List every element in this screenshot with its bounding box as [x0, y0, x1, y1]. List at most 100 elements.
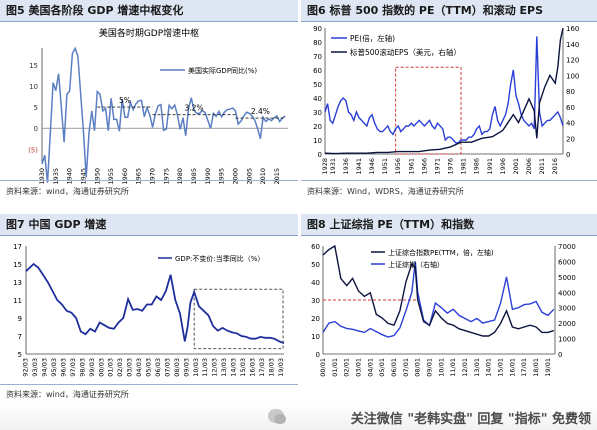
y-tick-label-right: 5000: [558, 274, 576, 282]
x-tick-label: 98/03: [78, 358, 86, 377]
wechat-icon: [268, 409, 286, 424]
legend-label-eps: 标普500滚动EPS（美元，右轴）: [350, 47, 461, 57]
y-tick-label-left: 10: [311, 333, 320, 341]
x-tick-label: 1955: [107, 168, 115, 185]
x-tick-label: 18/03: [267, 358, 275, 377]
x-tick-label: 08/03: [173, 358, 181, 377]
x-tick-label: 15/01: [497, 358, 505, 377]
y-tick-label-left: 0: [318, 151, 322, 159]
y-tick-label: 17: [13, 243, 22, 251]
x-tick-label: 1951: [381, 158, 389, 175]
y-tick-label-left: 20: [311, 315, 320, 323]
legend-label-pe: 上证综合指数PE(TTM，倍，左轴): [388, 248, 494, 257]
panel-shanghai: 图8 上证综指 PE（TTM）和指数 60 50 40 30 20 10 0 7000 6000…: [301, 214, 597, 402]
highlight-box: [193, 288, 284, 350]
x-tick-label: 2011: [538, 158, 546, 175]
y-tick-label: 0: [34, 125, 38, 133]
x-tick-label: 03/03: [126, 358, 134, 377]
x-tick-label: 10/01: [437, 358, 445, 377]
x-tick-label: 1946: [368, 158, 376, 175]
panel-china-gdp: 图7 中国 GDP 增速 17 15 13 11 9 7 5 92/03 93/03 94/03 9…: [0, 214, 298, 402]
panel-source: 资料来源：wind，海通证券研究所: [6, 187, 129, 196]
chart-china-gdp: 17 15 13 11 9 7 592/03 93/03 94/03 95/03 96/03 97/0…: [13, 243, 285, 377]
legend-label-index: 上证综指（右轴）: [388, 260, 444, 269]
y-tick-label-left: 20: [313, 123, 322, 131]
x-tick-label: 1970: [149, 168, 157, 185]
x-tick-label: 1960: [121, 168, 129, 185]
panel-source: 资料来源：wind，海通证券研究所: [6, 390, 129, 399]
y-tick-label-right: 140: [566, 41, 579, 49]
x-tick-label: 15/03: [239, 358, 247, 377]
y-tick-label-right: 160: [566, 25, 579, 33]
y-tick-label-left: 30: [313, 109, 322, 117]
chart-title: 美国各时期GDP增速中枢: [99, 27, 199, 39]
footer-text: 关注微信 "老韩实盘" 回复 "指标" 免费领: [350, 412, 591, 427]
x-tick-label: 02/03: [116, 358, 124, 377]
x-tick-label: 99/03: [88, 358, 96, 377]
x-tick-label: 2000: [231, 168, 239, 185]
x-tick-label: 04/03: [135, 358, 143, 377]
y-tick-label: 5: [34, 104, 38, 112]
gdp-series-line: [25, 262, 285, 345]
y-tick-label-right: 7000: [558, 243, 576, 251]
x-tick-label: 1965: [135, 168, 143, 185]
x-tick-label: 1935: [52, 168, 60, 185]
y-tick-label-right: 4000: [558, 289, 576, 297]
y-tick-label-left: 70: [313, 53, 322, 61]
y-tick-label-left: 80: [313, 39, 322, 47]
x-tick-label: 1986: [473, 158, 481, 175]
y-tick-label-right: 20: [566, 135, 575, 143]
x-tick-label: 01/03: [107, 358, 115, 377]
x-tick-label: 1981: [460, 158, 468, 175]
y-tick-label-left: 40: [313, 95, 322, 103]
x-tick-label: 04/01: [366, 358, 374, 377]
y-tick-label: 9: [18, 315, 22, 323]
mean-level-label: 2.4%: [251, 107, 270, 116]
x-tick-label: 1996: [499, 158, 507, 175]
x-tick-label: 16/03: [248, 358, 256, 377]
y-tick-label-right: 0: [566, 151, 570, 159]
x-tick-label: 11/03: [201, 358, 209, 377]
x-tick-label: 2015: [273, 168, 281, 185]
panel-title: 图6 标普 500 指数的 PE（TTM）和滚动 EPS: [301, 0, 597, 22]
x-tick-label: 12/03: [211, 358, 219, 377]
x-tick-label: 05/03: [145, 358, 153, 377]
y-tick-label-right: 40: [566, 120, 575, 128]
x-tick-label: 1976: [447, 158, 455, 175]
x-tick-label: 1991: [486, 158, 494, 175]
x-tick-label: 03/01: [355, 358, 363, 377]
y-tick-label: 5: [18, 351, 22, 359]
x-tick-label: 12/01: [461, 358, 469, 377]
y-tick-label-left: 40: [311, 279, 320, 287]
x-tick-label: 06/03: [154, 358, 162, 377]
x-tick-label: 1956: [394, 158, 402, 175]
x-tick-label: 17/03: [258, 358, 266, 377]
y-tick-label-right: 1000: [558, 336, 576, 344]
panel-title: 图7 中国 GDP 增速: [0, 214, 298, 236]
y-tick-label-left: 0: [316, 351, 320, 359]
x-tick-label: 1966: [420, 158, 428, 175]
x-tick-label: 07/01: [402, 358, 410, 377]
x-tick-label: 93/03: [31, 358, 39, 377]
y-tick-label-right: 100: [566, 72, 579, 80]
eps-series-line: [324, 27, 564, 155]
x-tick-label: 11/01: [449, 358, 457, 377]
x-tick-label: 1971: [433, 158, 441, 175]
x-tick-label: 14/01: [485, 358, 493, 377]
y-tick-label: (5): [28, 146, 38, 154]
x-tick-label: 1985: [190, 168, 198, 185]
y-tick-label-left: 10: [313, 137, 322, 145]
x-tick-label: 1936: [342, 158, 350, 175]
x-tick-label: 2005: [245, 168, 253, 185]
y-tick-label-left: 50: [311, 261, 320, 269]
x-tick-label: 02/01: [343, 358, 351, 377]
x-tick-label: 92/03: [22, 358, 30, 377]
footer-banner: 关注微信 "老韩实盘" 回复 "指标" 免费领: [0, 404, 597, 430]
y-tick-label-right: 60: [566, 104, 575, 112]
x-tick-label: 2006: [525, 158, 533, 175]
chart-us-gdp: 美国各时期GDP增速中枢 15 10 5 0 (5) 1930 1935 1940 1945 195…: [28, 27, 288, 185]
x-tick-label: 1950: [93, 168, 101, 185]
x-tick-label: 97/03: [69, 358, 77, 377]
y-tick-label-right: 2000: [558, 320, 576, 328]
x-tick-label: 09/01: [426, 358, 434, 377]
